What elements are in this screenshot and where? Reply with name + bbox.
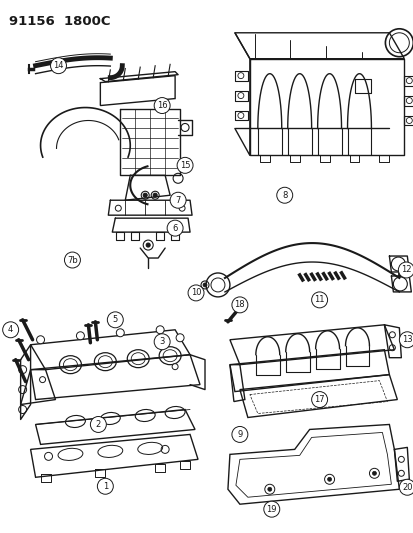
Circle shape (399, 332, 413, 348)
Text: 6: 6 (172, 224, 177, 232)
Circle shape (36, 336, 45, 344)
Text: 7: 7 (175, 196, 180, 205)
Circle shape (267, 487, 271, 491)
Circle shape (263, 501, 279, 517)
Circle shape (116, 329, 124, 337)
Text: 16: 16 (157, 101, 167, 110)
Circle shape (372, 471, 375, 475)
Circle shape (76, 332, 84, 340)
Circle shape (40, 377, 45, 383)
Text: 91156  1800C: 91156 1800C (9, 15, 110, 28)
Text: 7b: 7b (67, 255, 78, 264)
Text: 20: 20 (401, 483, 412, 492)
Circle shape (188, 285, 204, 301)
Text: 8: 8 (281, 191, 287, 200)
Text: 5: 5 (112, 316, 118, 324)
Text: 2: 2 (95, 420, 101, 429)
Circle shape (107, 312, 123, 328)
Text: 13: 13 (401, 335, 412, 344)
Circle shape (397, 262, 413, 278)
Circle shape (276, 187, 292, 203)
Text: 10: 10 (190, 288, 201, 297)
Circle shape (172, 364, 178, 370)
Text: 12: 12 (400, 265, 411, 274)
Circle shape (154, 98, 170, 114)
Circle shape (179, 205, 185, 211)
Circle shape (176, 334, 184, 342)
Text: 3: 3 (159, 337, 164, 346)
Circle shape (154, 334, 170, 350)
Circle shape (153, 193, 157, 197)
Circle shape (311, 292, 327, 308)
Text: 15: 15 (179, 161, 190, 170)
Circle shape (156, 326, 164, 334)
Circle shape (231, 297, 247, 313)
Text: 1: 1 (102, 482, 108, 491)
Circle shape (311, 392, 327, 408)
Circle shape (170, 192, 185, 208)
Circle shape (50, 58, 66, 74)
Text: 14: 14 (53, 61, 64, 70)
Circle shape (231, 426, 247, 442)
Text: 4: 4 (8, 325, 13, 334)
Circle shape (115, 205, 121, 211)
Circle shape (97, 478, 113, 494)
Circle shape (173, 173, 183, 183)
Circle shape (2, 322, 19, 338)
Circle shape (143, 193, 147, 197)
Circle shape (64, 252, 80, 268)
Circle shape (167, 220, 183, 236)
Circle shape (146, 243, 150, 247)
Text: 19: 19 (266, 505, 276, 514)
Text: 17: 17 (313, 395, 324, 404)
Text: 11: 11 (313, 295, 324, 304)
Circle shape (202, 283, 206, 287)
Circle shape (399, 479, 413, 495)
Circle shape (327, 477, 331, 481)
Circle shape (90, 416, 106, 432)
Text: 18: 18 (234, 301, 244, 309)
Circle shape (177, 157, 192, 173)
Text: 9: 9 (237, 430, 242, 439)
